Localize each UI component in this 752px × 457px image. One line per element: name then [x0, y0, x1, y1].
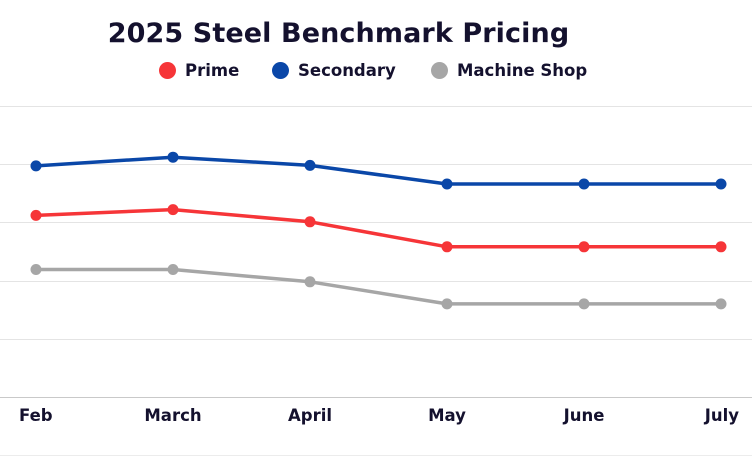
legend-item-machine-shop[interactable]: Machine Shop	[431, 61, 587, 80]
series-line-machine-shop	[34, 267, 723, 306]
data-point-secondary-april	[304, 159, 316, 171]
x-tick-label-june: June	[563, 406, 605, 425]
legend-swatch-secondary	[272, 62, 289, 79]
legend: Prime Secondary Machine Shop	[0, 61, 752, 85]
data-point-machine-shop-april	[304, 276, 316, 288]
data-point-secondary-june	[578, 178, 590, 190]
data-point-machine-shop-feb	[30, 264, 42, 275]
data-point-secondary-july	[715, 178, 727, 190]
x-tick-label-may: May	[428, 406, 466, 425]
data-point-machine-shop-july	[715, 298, 727, 310]
x-tick-label-march: March	[144, 406, 201, 425]
data-point-secondary-may	[441, 178, 453, 190]
chart-title: 2025 Steel Benchmark Pricing	[107, 18, 570, 49]
legend-label-machine-shop: Machine Shop	[457, 61, 588, 80]
data-point-secondary-march	[167, 151, 179, 163]
data-point-prime-may	[441, 241, 453, 253]
x-tick-label-feb: Feb	[19, 406, 53, 425]
x-tick-label-april: April	[288, 406, 332, 425]
legend-swatch-prime	[159, 62, 176, 79]
data-point-machine-shop-june	[578, 298, 590, 310]
data-point-prime-march	[167, 204, 179, 216]
data-point-prime-july	[715, 241, 727, 253]
data-point-machine-shop-march	[167, 264, 179, 275]
legend-label-prime: Prime	[185, 61, 240, 80]
data-point-prime-june	[578, 241, 590, 253]
legend-item-prime[interactable]: Prime	[159, 61, 239, 80]
legend-label-secondary: Secondary	[298, 61, 396, 80]
data-point-prime-feb	[30, 209, 42, 221]
series-line-secondary	[34, 155, 723, 186]
data-point-secondary-feb	[30, 160, 42, 172]
x-tick-label-july: July	[704, 406, 740, 425]
data-point-prime-april	[304, 216, 316, 228]
data-point-machine-shop-may	[441, 298, 453, 310]
legend-swatch-machine-shop	[431, 62, 448, 79]
legend-item-secondary[interactable]: Secondary	[272, 61, 396, 80]
series-line-prime	[34, 207, 723, 249]
